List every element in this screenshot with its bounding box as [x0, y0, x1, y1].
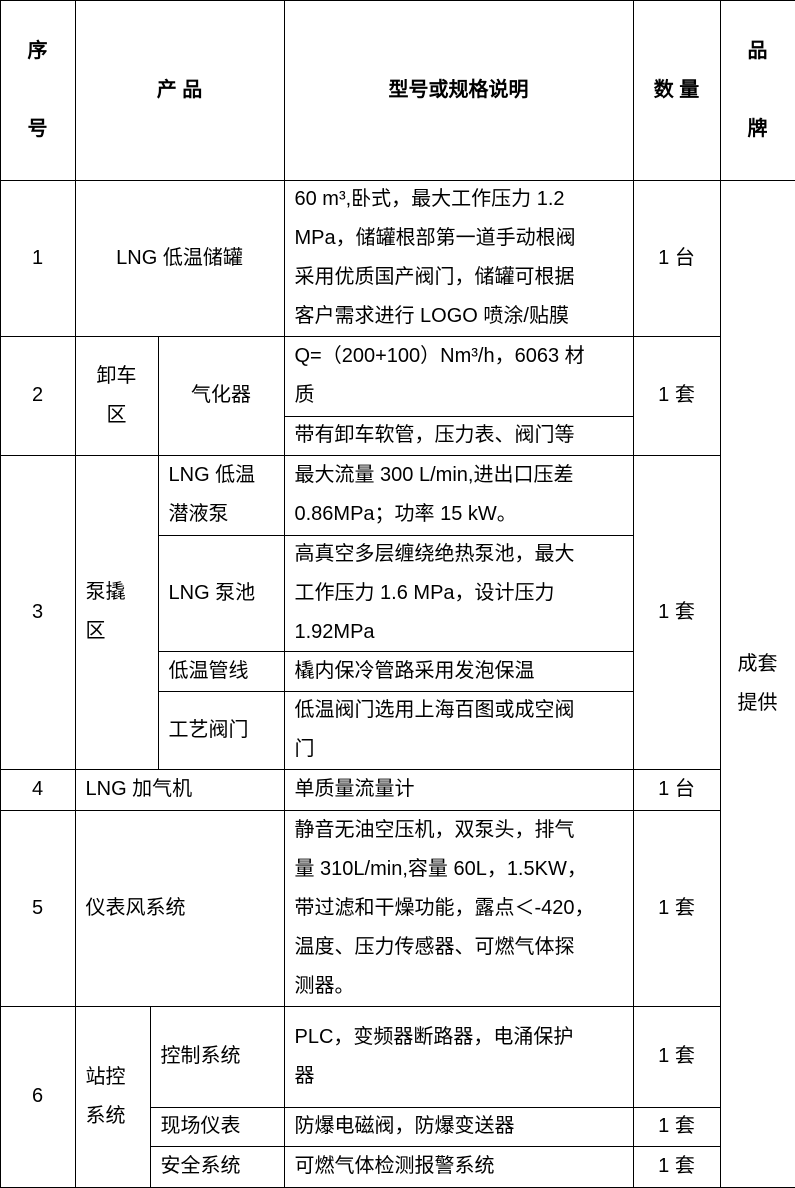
brand-cell: 成套 提供: [720, 180, 795, 1188]
header-no: 序 号: [0, 0, 76, 181]
row3-spec: 橇内保冷管路采用发泡保温: [284, 651, 634, 692]
row5-spec: 静音无油空压机，双泵头，排气 量 310L/min,容量 60L，1.5KW， …: [284, 810, 634, 1007]
row6-qty: 1 套: [633, 1107, 721, 1147]
row2-spec-a: Q=（200+100）Nm³/h，6063 材 质: [284, 336, 634, 417]
row5-no: 5: [0, 810, 76, 1007]
row6-qty: 1 套: [633, 1146, 721, 1188]
row5-qty: 1 套: [633, 810, 721, 1007]
row6-spec: 防爆电磁阀，防爆变送器: [284, 1107, 634, 1147]
row6-area: 站控 系统: [75, 1006, 151, 1188]
row6-spec: 可燃气体检测报警系统: [284, 1146, 634, 1188]
row6-no: 6: [0, 1006, 76, 1188]
header-qty: 数 量: [633, 0, 721, 181]
header-product: 产 品: [75, 0, 285, 181]
row3-item: LNG 泵池: [158, 535, 285, 652]
row3-no: 3: [0, 455, 76, 770]
row1-no: 1: [0, 180, 76, 337]
row1-spec: 60 m³,卧式，最大工作压力 1.2 MPa，储罐根部第一道手动根阀 采用优质…: [284, 180, 634, 337]
row3-spec: 高真空多层缠绕绝热泵池，最大 工作压力 1.6 MPa，设计压力 1.92MPa: [284, 535, 634, 652]
row6-spec: PLC，变频器断路器，电涌保护 器: [284, 1006, 634, 1108]
row1-product: LNG 低温储罐: [75, 180, 285, 337]
row3-item: 低温管线: [158, 651, 285, 692]
header-spec: 型号或规格说明: [284, 0, 634, 181]
row2-area: 卸车 区: [75, 336, 159, 456]
row5-product: 仪表风系统: [75, 810, 285, 1007]
row3-spec: 最大流量 300 L/min,进出口压差 0.86MPa；功率 15 kW。: [284, 455, 634, 536]
row4-qty: 1 台: [633, 769, 721, 811]
row6-item: 现场仪表: [150, 1107, 285, 1147]
row3-qty: 1 套: [633, 455, 721, 770]
row4-no: 4: [0, 769, 76, 811]
row2-no: 2: [0, 336, 76, 456]
row2-spec-b: 带有卸车软管，压力表、阀门等: [284, 416, 634, 456]
row3-area: 泵撬 区: [75, 455, 159, 770]
row3-item: LNG 低温 潜液泵: [158, 455, 285, 536]
row2-item: 气化器: [158, 336, 285, 456]
row1-qty: 1 台: [633, 180, 721, 337]
row2-qty: 1 套: [633, 336, 721, 456]
row4-spec: 单质量流量计: [284, 769, 634, 811]
row3-item: 工艺阀门: [158, 691, 285, 770]
row3-spec: 低温阀门选用上海百图或成空阀 门: [284, 691, 634, 770]
row6-qty: 1 套: [633, 1006, 721, 1108]
header-brand: 品 牌: [720, 0, 795, 181]
row4-product: LNG 加气机: [75, 769, 285, 811]
row6-item: 安全系统: [150, 1146, 285, 1188]
row6-item: 控制系统: [150, 1006, 285, 1108]
